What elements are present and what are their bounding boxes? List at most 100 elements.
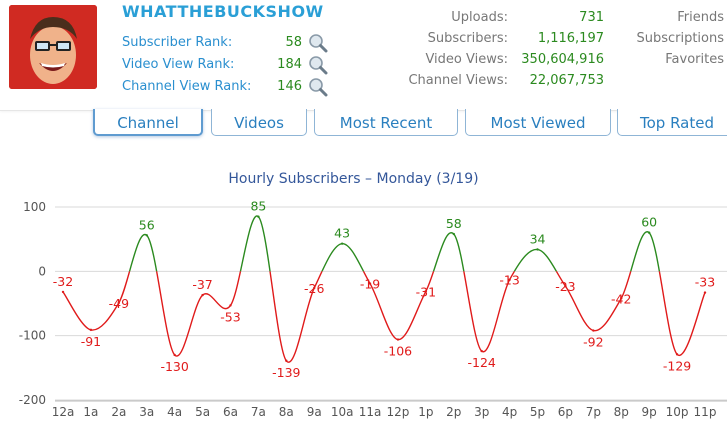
tab-videos[interactable]: Videos (211, 109, 307, 136)
data-label: -139 (272, 365, 300, 380)
x-tick-label: 2p (446, 405, 461, 419)
uploads-label: Uploads: (451, 10, 508, 25)
channel-avatar[interactable] (9, 5, 97, 89)
data-point (61, 290, 65, 294)
data-label: -32 (53, 274, 73, 289)
subscriber-rank-label: Subscriber Rank: (122, 35, 233, 50)
y-tick-label: -200 (19, 393, 46, 407)
channel-views-value: 22,067,753 (529, 73, 604, 88)
data-label: -130 (160, 359, 188, 374)
hourly-subscribers-chart: 100 0 -100 -200 12a 1a 2a 3a 4a 5a 6a 7a 8a 9a 10a 11a… (19, 199, 727, 419)
video-views-label: Video Views: (425, 52, 508, 67)
x-tick-label: 11p (694, 405, 717, 419)
favorites-link[interactable]: Favorites (665, 52, 724, 67)
x-tick-label: 3a (139, 405, 154, 419)
uploads-value: 731 (579, 10, 604, 25)
data-label: -129 (663, 358, 691, 373)
subscribers-value: 1,116,197 (537, 31, 604, 46)
data-point (257, 215, 260, 218)
y-tick-label: 100 (23, 200, 46, 214)
video-view-rank-value: 184 (277, 57, 302, 72)
data-point (396, 338, 400, 341)
data-point (675, 353, 679, 356)
data-label: -23 (555, 279, 575, 294)
data-label: -37 (192, 277, 212, 292)
series-line-negative (62, 271, 706, 363)
data-label: -92 (583, 335, 603, 350)
data-point (313, 286, 316, 290)
x-tick-label: 8a (279, 405, 294, 419)
data-label: -42 (611, 291, 631, 306)
data-label: -19 (360, 277, 380, 292)
x-tick-label: 9a (307, 405, 322, 419)
x-tick-label: 3p (474, 405, 489, 419)
data-label: 43 (334, 226, 350, 241)
data-point (117, 301, 121, 305)
data-point (508, 278, 511, 281)
data-label: -26 (304, 281, 324, 296)
data-label: 34 (530, 231, 546, 246)
data-point (536, 248, 539, 251)
channel-name[interactable]: WHATTHEBUCKSHOW (122, 2, 324, 21)
data-point (89, 328, 93, 332)
data-point (592, 329, 595, 332)
friends-link[interactable]: Friends (677, 10, 724, 25)
magnifier-icon[interactable] (308, 55, 328, 75)
data-point (201, 293, 204, 297)
data-point (145, 234, 148, 237)
x-tick-label: 10p (666, 405, 689, 419)
x-tick-label: 1p (418, 405, 433, 419)
data-point (452, 232, 455, 236)
x-tick-label: 5p (530, 405, 545, 419)
x-tick-label: 12p (387, 405, 410, 419)
x-tick-label: 7a (251, 405, 266, 419)
data-point (229, 304, 232, 307)
data-point (564, 284, 567, 288)
y-tick-label: -100 (19, 329, 46, 343)
magnifier-icon[interactable] (308, 33, 328, 53)
x-tick-label: 4a (167, 405, 182, 419)
data-point (285, 359, 288, 362)
subscriber-rank-value: 58 (285, 35, 302, 50)
data-point (173, 353, 176, 357)
x-tick-label: 1a (83, 405, 98, 419)
data-point (480, 349, 483, 353)
avatar-photo (9, 5, 97, 89)
data-point (703, 291, 707, 294)
data-label: -53 (220, 309, 240, 324)
data-point (368, 282, 372, 285)
x-tick-label: 11a (359, 405, 382, 419)
subscribers-label: Subscribers: (427, 31, 508, 46)
data-point (620, 297, 623, 300)
x-tick-label: 6a (223, 405, 238, 419)
data-label: -13 (499, 273, 519, 288)
data-point (340, 242, 344, 245)
magnifier-icon[interactable] (308, 77, 328, 97)
data-label: -49 (109, 296, 129, 311)
x-tick-label: 2a (111, 405, 126, 419)
x-tick-label: 10a (331, 405, 354, 419)
subscriptions-link[interactable]: Subscriptions (636, 31, 724, 46)
video-view-rank-label: Video View Rank: (122, 57, 235, 72)
channel-views-label: Channel Views: (408, 73, 508, 88)
data-label: 56 (139, 217, 155, 232)
tab-channel[interactable]: Channel (93, 109, 203, 136)
tab-most-viewed[interactable]: Most Viewed (465, 109, 611, 136)
channel-view-rank-label: Channel View Rank: (122, 79, 252, 94)
x-tick-label: 8p (614, 405, 629, 419)
data-point (647, 231, 651, 234)
x-tick-label: 5a (195, 405, 210, 419)
y-tick-label: 0 (38, 264, 46, 278)
data-label: 60 (641, 215, 657, 230)
tab-top-rated[interactable]: Top Rated (617, 109, 727, 136)
data-label: 58 (446, 216, 462, 231)
x-tick-label: 7p (586, 405, 601, 419)
chart-title: Hourly Subscribers – Monday (3/19) (228, 171, 479, 187)
tab-most-recent[interactable]: Most Recent (314, 109, 458, 136)
x-tick-label: 12a (52, 405, 75, 419)
data-label: -124 (468, 355, 496, 370)
data-label: -106 (384, 344, 412, 359)
channel-view-rank-value: 146 (277, 79, 302, 94)
video-views-value: 350,604,916 (521, 52, 604, 67)
data-label: -33 (695, 275, 715, 290)
